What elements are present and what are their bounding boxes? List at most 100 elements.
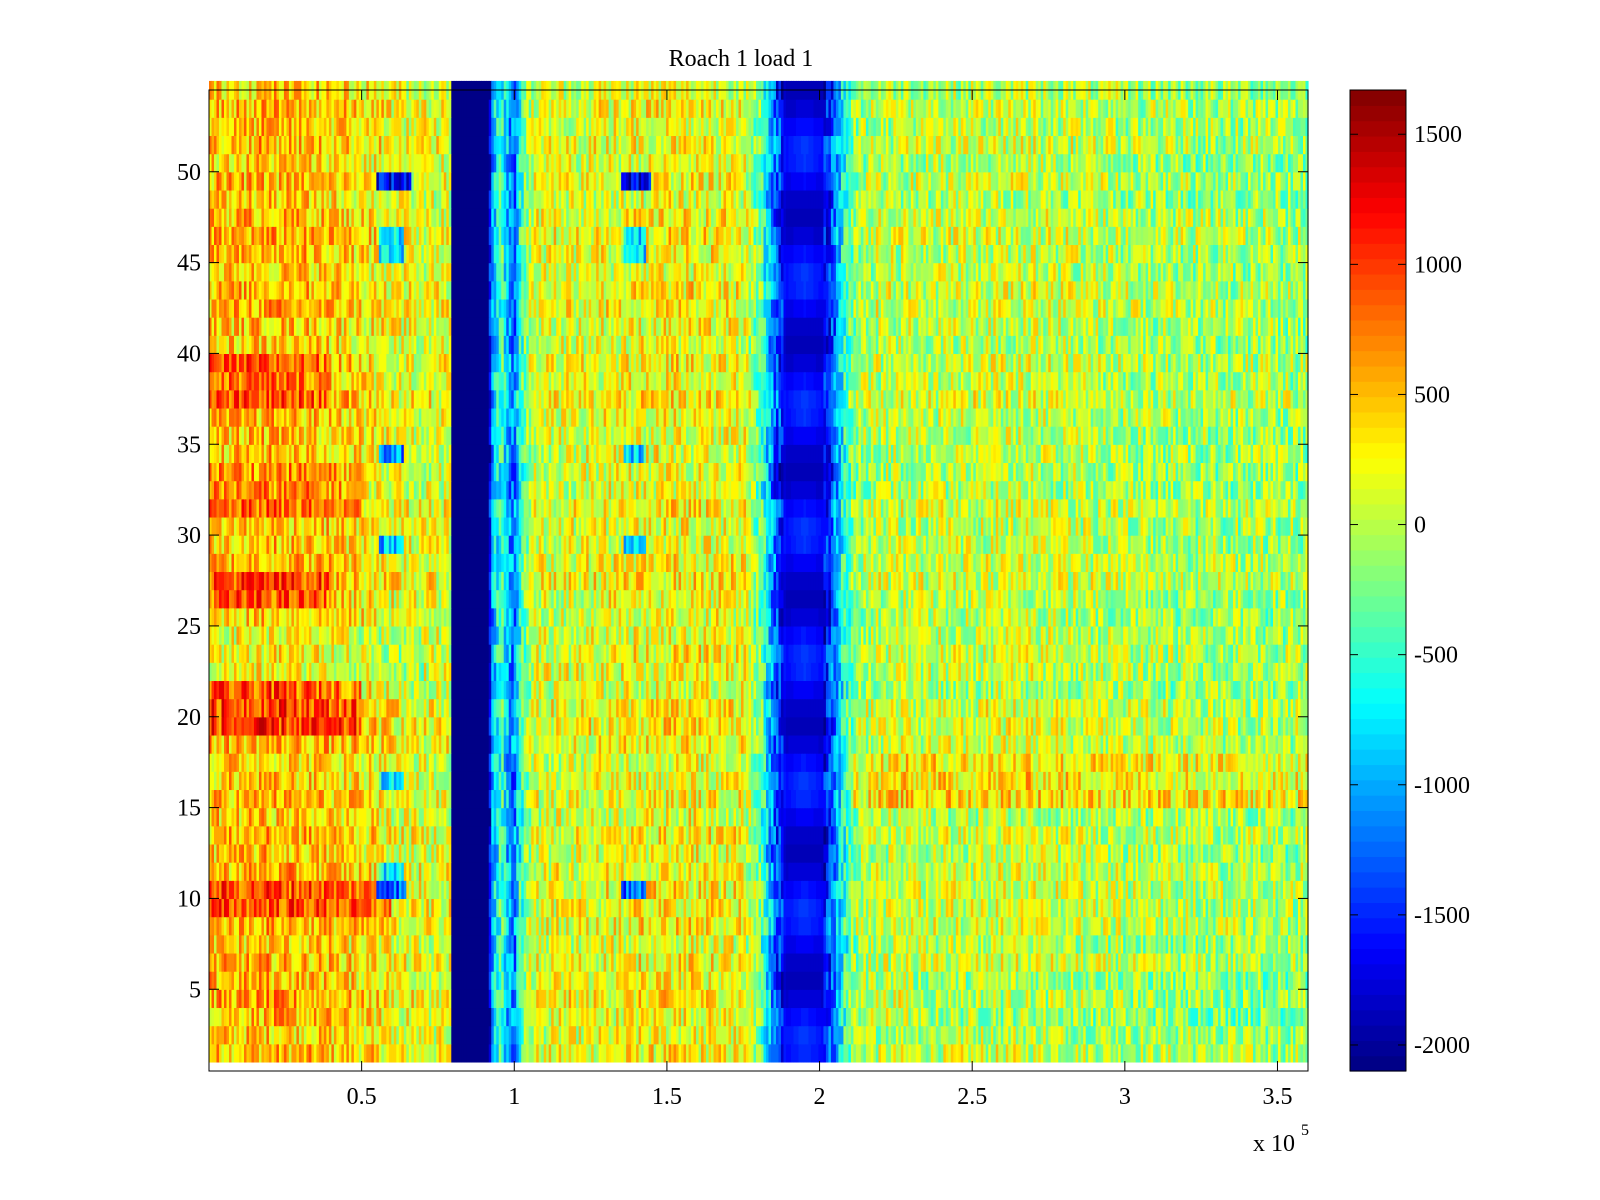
- heatmap-cell: [973, 1007, 977, 1027]
- heatmap-cell: [860, 989, 865, 1009]
- heatmap-cell: [1013, 1043, 1017, 1063]
- heatmap-cell: [263, 934, 268, 954]
- heatmap-cell: [808, 971, 812, 990]
- heatmap-cell: [253, 1007, 258, 1027]
- heatmap-cell: [348, 971, 352, 990]
- heatmap-cell: [356, 1043, 360, 1063]
- heatmap-cell: [1230, 952, 1234, 972]
- heatmap-cell: [1148, 952, 1152, 972]
- heatmap-cell: [1135, 1043, 1139, 1063]
- heatmap-cell: [1253, 1007, 1257, 1027]
- heatmap-cell: [713, 1025, 717, 1045]
- heatmap-cell: [388, 934, 392, 954]
- heatmap-cell: [1270, 1043, 1274, 1063]
- heatmap-cell: [1025, 1025, 1029, 1045]
- heatmap-cell: [913, 934, 917, 954]
- heatmap-cell: [1083, 952, 1087, 972]
- heatmap-cell: [1305, 952, 1309, 972]
- heatmap-cell: [706, 934, 710, 954]
- heatmap-cell: [785, 1043, 790, 1063]
- heatmap-cell: [1298, 989, 1302, 1009]
- heatmap-cell: [608, 989, 612, 1009]
- heatmap-cell: [221, 952, 225, 972]
- heatmap-cell: [526, 952, 530, 972]
- heatmap-cell: [731, 952, 735, 972]
- heatmap-cell: [900, 1007, 904, 1027]
- heatmap-cell: [743, 934, 747, 954]
- heatmap-cell: [1065, 1025, 1069, 1045]
- heatmap-cell: [348, 1043, 352, 1063]
- heatmap-cell: [1078, 952, 1082, 972]
- heatmap-cell: [223, 971, 228, 990]
- heatmap-cell: [1068, 1043, 1072, 1063]
- heatmap-cell: [278, 971, 283, 990]
- heatmap-cell: [783, 1007, 787, 1027]
- heatmap-cell: [848, 1025, 852, 1045]
- heatmap-cell: [865, 971, 869, 990]
- heatmap-cell: [953, 952, 957, 972]
- heatmap-cell: [226, 952, 230, 972]
- heatmap-cell: [438, 1007, 442, 1027]
- heatmap-cell: [246, 989, 250, 1009]
- heatmap-cell: [321, 1007, 325, 1027]
- heatmap-cell: [1050, 989, 1054, 1009]
- heatmap-cell: [780, 934, 785, 954]
- heatmap-cell: [1245, 989, 1249, 1009]
- heatmap-cell: [313, 934, 317, 954]
- heatmap-cell: [551, 934, 555, 954]
- heatmap-cell: [436, 1007, 440, 1027]
- heatmap-cell: [263, 1007, 268, 1027]
- heatmap-cell: [461, 952, 465, 972]
- heatmap-cell: [1000, 934, 1004, 954]
- heatmap-cell: [688, 1025, 692, 1045]
- heatmap-cell: [1150, 1043, 1154, 1063]
- heatmap-cell: [313, 971, 317, 990]
- heatmap-cell: [636, 934, 640, 954]
- heatmap-cell: [850, 934, 855, 954]
- heatmap-cell: [451, 989, 455, 1009]
- heatmap-cell: [733, 989, 737, 1009]
- heatmap-cell: [546, 989, 550, 1009]
- heatmap-cell: [1060, 989, 1064, 1009]
- heatmap-cell: [306, 1025, 310, 1045]
- heatmap-cell: [1215, 934, 1219, 954]
- heatmap-cell: [1125, 1007, 1129, 1027]
- heatmap-cell: [805, 1025, 810, 1045]
- heatmap-cell: [396, 934, 400, 954]
- heatmap-cell: [631, 1007, 635, 1027]
- heatmap-cell: [1153, 1007, 1157, 1027]
- heatmap-cell: [598, 1025, 602, 1045]
- heatmap-cell: [775, 934, 780, 954]
- heatmap-cell: [1218, 1007, 1222, 1027]
- heatmap-cell: [1018, 1043, 1022, 1063]
- heatmap-cell: [1285, 1043, 1289, 1063]
- heatmap-cell: [401, 934, 405, 954]
- heatmap-cell: [621, 1043, 625, 1063]
- heatmap-cell: [518, 971, 522, 990]
- heatmap-cell: [468, 1025, 472, 1045]
- heatmap-cell: [533, 971, 537, 990]
- heatmap-cell: [623, 952, 627, 972]
- heatmap-cell: [1083, 1025, 1087, 1045]
- heatmap-cell: [1153, 934, 1157, 954]
- heatmap-cell: [980, 989, 984, 1009]
- heatmap-cell: [666, 1007, 670, 1027]
- heatmap-cell: [1078, 934, 1082, 954]
- heatmap-cell: [950, 1007, 954, 1027]
- heatmap-cell: [915, 1007, 919, 1027]
- heatmap-cell: [236, 971, 240, 990]
- heatmap-cell: [923, 952, 927, 972]
- heatmap-cell: [296, 1043, 300, 1063]
- heatmap-cell: [1148, 934, 1152, 954]
- heatmap-cell: [1150, 971, 1154, 990]
- heatmap-cell: [1220, 989, 1224, 1009]
- heatmap-cell: [258, 1025, 263, 1045]
- heatmap-cell: [636, 1043, 640, 1063]
- heatmap-cell: [678, 934, 682, 954]
- heatmap-cell: [461, 971, 465, 990]
- heatmap-cell: [765, 934, 770, 954]
- heatmap-cell: [723, 1043, 727, 1063]
- heatmap-cell: [943, 971, 947, 990]
- heatmap-cell: [598, 971, 602, 990]
- heatmap-cell: [793, 971, 797, 990]
